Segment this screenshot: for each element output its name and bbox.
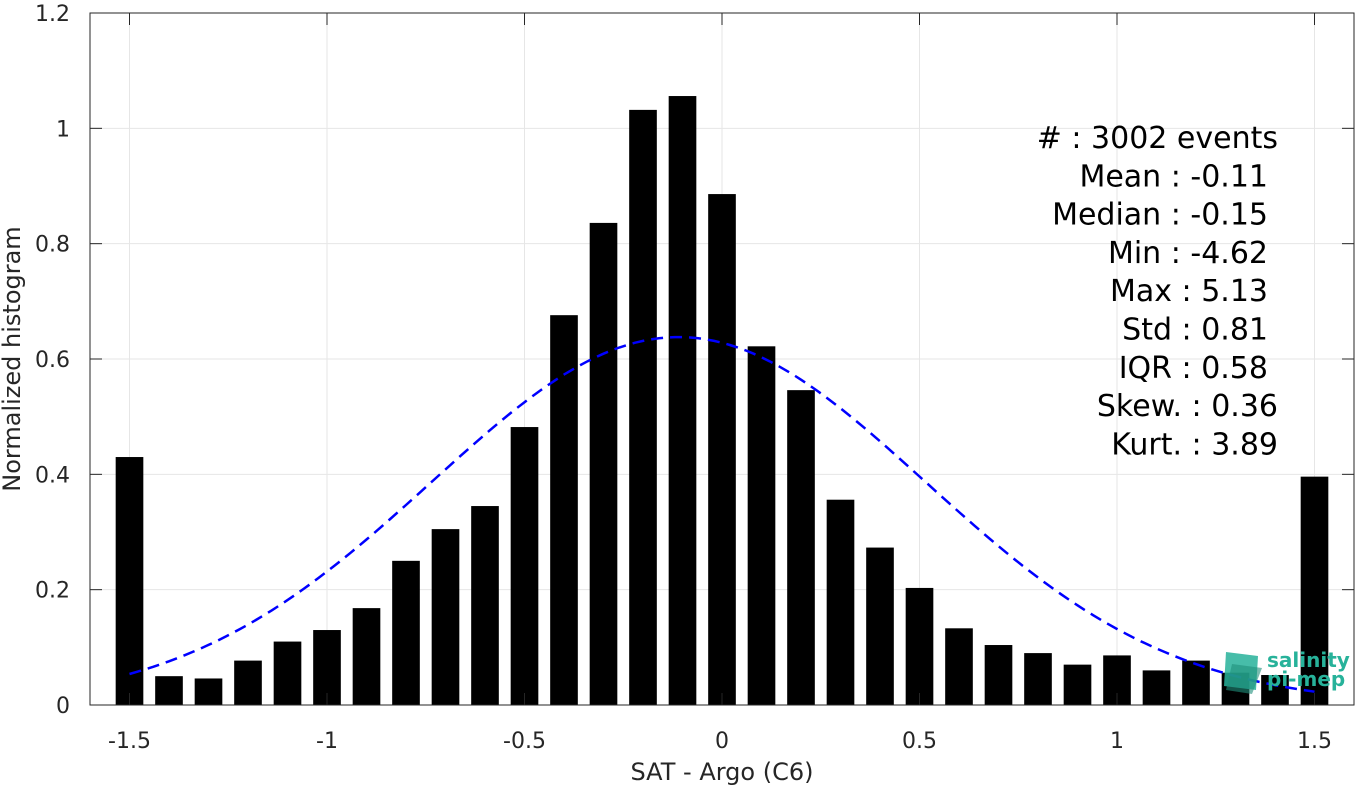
- logo-mark-icon: [1224, 652, 1262, 694]
- y-tick-label: 1.2: [35, 2, 70, 27]
- histogram-bar: [708, 194, 736, 705]
- histogram-bar: [510, 427, 539, 705]
- histogram-bar: [984, 645, 1013, 705]
- x-tick-label: -1: [316, 729, 338, 754]
- x-tick-label: 0: [715, 729, 729, 754]
- histogram-bar: [352, 608, 381, 705]
- stat-line: IQR : 0.58: [1119, 351, 1268, 386]
- histogram-bar: [155, 676, 183, 705]
- x-tick-label: 1.5: [1297, 729, 1332, 754]
- histogram-bar: [1024, 653, 1052, 705]
- y-axis-label: Normalized histogram: [0, 226, 26, 491]
- histogram-bar: [945, 628, 973, 705]
- histogram-bar: [787, 390, 815, 705]
- histogram-bar: [273, 641, 302, 705]
- y-tick-label: 1: [56, 117, 70, 142]
- y-tick-label: 0.4: [35, 463, 70, 488]
- histogram-bar: [1142, 670, 1171, 705]
- y-tick-labels: 0 0.2 0.4 0.6 0.8 1 1.2: [35, 2, 70, 719]
- x-tick-label: -1.5: [108, 729, 151, 754]
- histogram-bar: [1063, 664, 1092, 705]
- stat-line: Mean : -0.11: [1079, 159, 1268, 194]
- histogram-bar: [313, 630, 341, 705]
- histogram-bar: [826, 499, 855, 705]
- histogram-bar: [668, 96, 697, 706]
- histogram-bar: [629, 109, 657, 705]
- gaussian-fit-curve: [129, 335, 1315, 693]
- stat-line: # : 3002 events: [1037, 121, 1278, 156]
- salinity-pimep-logo: salinity pi-mep: [1224, 648, 1350, 694]
- histogram-bar: [589, 222, 618, 705]
- y-tick-label: 0.2: [35, 579, 70, 604]
- histogram-bar: [471, 506, 499, 705]
- histogram-bar: [392, 560, 420, 705]
- histogram-bar: [1300, 476, 1329, 705]
- histogram-bar: [194, 678, 223, 705]
- stat-line: Median : -0.15: [1052, 198, 1268, 233]
- stat-line: Max : 5.13: [1110, 274, 1268, 309]
- histogram-bar: [115, 457, 144, 705]
- histogram-bar: [1261, 675, 1289, 705]
- stat-line: Std : 0.81: [1122, 313, 1268, 348]
- x-tick-label: -0.5: [503, 729, 546, 754]
- histogram-bars: [115, 96, 1329, 706]
- x-tick-label: 0.5: [902, 729, 937, 754]
- y-tick-label: 0.8: [35, 233, 70, 258]
- stat-line: Skew. : 0.36: [1097, 389, 1278, 424]
- x-tick-labels: -1.5 -1 -0.5 0 0.5 1 1.5: [108, 729, 1332, 754]
- histogram-bar: [866, 547, 894, 705]
- histogram-bar: [905, 587, 934, 705]
- histogram-bar: [747, 346, 776, 705]
- logo-text-line1: salinity: [1267, 648, 1350, 672]
- axis-ticks: [90, 12, 1354, 706]
- logo-text-line2: pi-mep: [1267, 667, 1345, 691]
- stat-line: Kurt. : 3.89: [1111, 427, 1278, 462]
- x-tick-label: 1: [1110, 729, 1124, 754]
- histogram-bar: [234, 660, 262, 705]
- stat-line: Min : -4.62: [1108, 236, 1268, 271]
- y-tick-label: 0: [56, 694, 70, 719]
- histogram-bar: [1182, 660, 1210, 705]
- y-tick-label: 0.6: [35, 348, 70, 373]
- histogram-bar: [431, 529, 460, 705]
- x-axis-label: SAT - Argo (C6): [631, 758, 814, 786]
